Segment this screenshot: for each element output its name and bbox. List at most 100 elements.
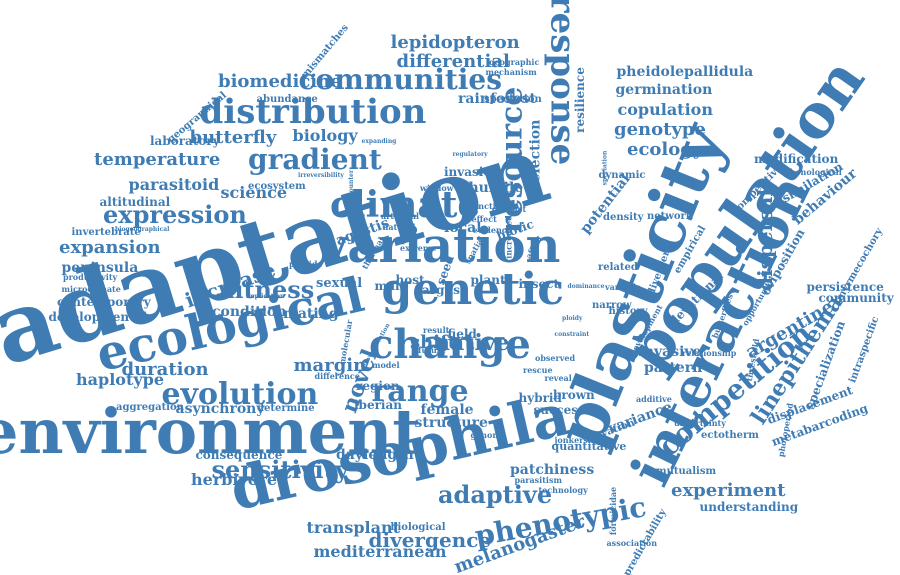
cloud-word: effect <box>471 214 497 224</box>
cloud-word: result <box>423 325 450 335</box>
cloud-word: ecosystem <box>248 181 306 192</box>
cloud-word: daylength <box>336 447 414 463</box>
cloud-word: implication <box>246 293 285 300</box>
cloud-word: margin <box>293 355 367 376</box>
cloud-word: biology <box>292 126 358 145</box>
cloud-word: local <box>444 220 482 236</box>
cloud-word: evolution <box>161 377 319 412</box>
cloud-word: dynamic <box>598 170 646 181</box>
cloud-word: ectotherm <box>701 430 759 441</box>
cloud-word: persistence <box>806 280 884 294</box>
cloud-word: male <box>374 279 408 293</box>
cloud-word: invasion <box>444 165 501 179</box>
cloud-word: consequence <box>195 448 283 462</box>
cloud-word: fitness <box>226 275 315 304</box>
cloud-word: constraint <box>554 331 590 338</box>
cloud-word: functional <box>469 201 516 211</box>
cloud-word: range <box>371 374 469 409</box>
cloud-word: condition <box>212 304 287 320</box>
cloud-word: quantitative <box>551 439 627 453</box>
cloud-word: artificial <box>381 211 420 221</box>
cloud-word: community <box>818 291 894 305</box>
cloud-word: female <box>420 402 474 418</box>
cloud-word: resilience <box>572 67 587 133</box>
cloud-word: pattern <box>644 360 703 376</box>
cloud-word: expression <box>103 200 247 229</box>
cloud-word: speciation <box>600 150 608 186</box>
cloud-word: observed <box>535 353 576 363</box>
cloud-word: phenological <box>784 167 842 177</box>
cloud-word: environment <box>0 395 421 468</box>
cloud-word: narrow <box>592 300 632 311</box>
cloud-word: invasive <box>638 344 702 360</box>
cloud-word: additive <box>636 394 672 404</box>
cloud-word: microclimate <box>61 284 121 294</box>
cloud-word: variable <box>605 282 641 292</box>
cloud-word: divergence <box>368 528 492 552</box>
cloud-word: geographic <box>489 57 540 67</box>
cloud-word: intraspecific <box>847 315 882 385</box>
cloud-word: lepidopteron <box>390 32 520 53</box>
cloud-word: regulatory <box>452 151 488 158</box>
cloud-word: butterfly <box>189 127 277 148</box>
cloud-word: climate <box>330 184 481 226</box>
cloud-word: rescue <box>523 365 553 375</box>
cloud-word: related <box>598 262 638 273</box>
cloud-word: field <box>447 327 477 341</box>
cloud-word: herbivore <box>191 470 278 489</box>
cloud-word: ploidy <box>562 315 583 322</box>
cloud-word: humile <box>468 180 524 196</box>
cloud-word: parasitism <box>514 475 562 485</box>
cloud-word: adaptive <box>438 480 553 509</box>
cloud-word: extreme <box>400 243 437 253</box>
cloud-word: encounter <box>348 169 356 205</box>
cloud-word: altitudinal <box>99 195 171 209</box>
cloud-word: communities <box>298 63 502 96</box>
cloud-word: contemporary <box>57 295 151 309</box>
cloud-word: developmental <box>48 310 148 324</box>
cloud-word: temperature <box>94 149 221 170</box>
cloud-word: iberian <box>354 398 402 412</box>
cloud-word: determine <box>257 403 315 414</box>
cloud-word: reveal <box>544 373 572 383</box>
cloud-word: transplant <box>306 518 400 537</box>
cloud-word: abundance <box>256 94 318 105</box>
cloud-word: uncertainty <box>674 418 726 428</box>
cloud-word: distinct <box>492 204 527 214</box>
cloud-word: expansion <box>59 237 161 258</box>
cloud-word: technology <box>538 485 588 495</box>
cloud-word: invertebrate <box>71 227 141 238</box>
cloud-word: biogeographical <box>115 226 170 233</box>
cloud-word: jonkershoek <box>554 435 610 445</box>
cloud-word: parasitoid <box>128 175 220 194</box>
cloud-word: genetic <box>381 264 565 315</box>
cloud-word: differential <box>396 51 510 72</box>
cloud-word: hybrid <box>518 391 562 405</box>
cloud-word: selection <box>526 119 543 191</box>
cloud-word: ecology <box>627 139 704 160</box>
cloud-word: success <box>533 403 585 417</box>
cloud-word: mutualism <box>656 466 717 477</box>
cloud-word: genotype <box>614 119 706 140</box>
cloud-word: genome <box>470 430 506 440</box>
cloud-word: shift <box>410 332 457 353</box>
cloud-word: irreversibility <box>298 172 344 179</box>
cloud-word: density <box>603 212 644 223</box>
cloud-word: biomedicine <box>218 71 342 92</box>
cloud-word: difference <box>314 371 360 381</box>
cloud-word: mating <box>283 306 339 322</box>
cloud-word: duration <box>121 359 209 380</box>
cloud-word: asynchrony <box>175 401 265 417</box>
cloud-word: mechanism <box>485 67 537 77</box>
cloud-word: network <box>647 211 693 222</box>
cloud-word: biological <box>390 522 446 533</box>
cloud-word: sensitivity <box>211 455 349 484</box>
cloud-word: gradient <box>248 143 382 176</box>
cloud-word: formicidae <box>608 486 619 536</box>
cloud-word: plant <box>470 273 506 287</box>
cloud-word: rainforest <box>458 91 536 107</box>
cloud-word: region <box>356 379 400 393</box>
cloud-word: experiment <box>671 480 786 501</box>
cloud-word: increased <box>503 215 514 259</box>
